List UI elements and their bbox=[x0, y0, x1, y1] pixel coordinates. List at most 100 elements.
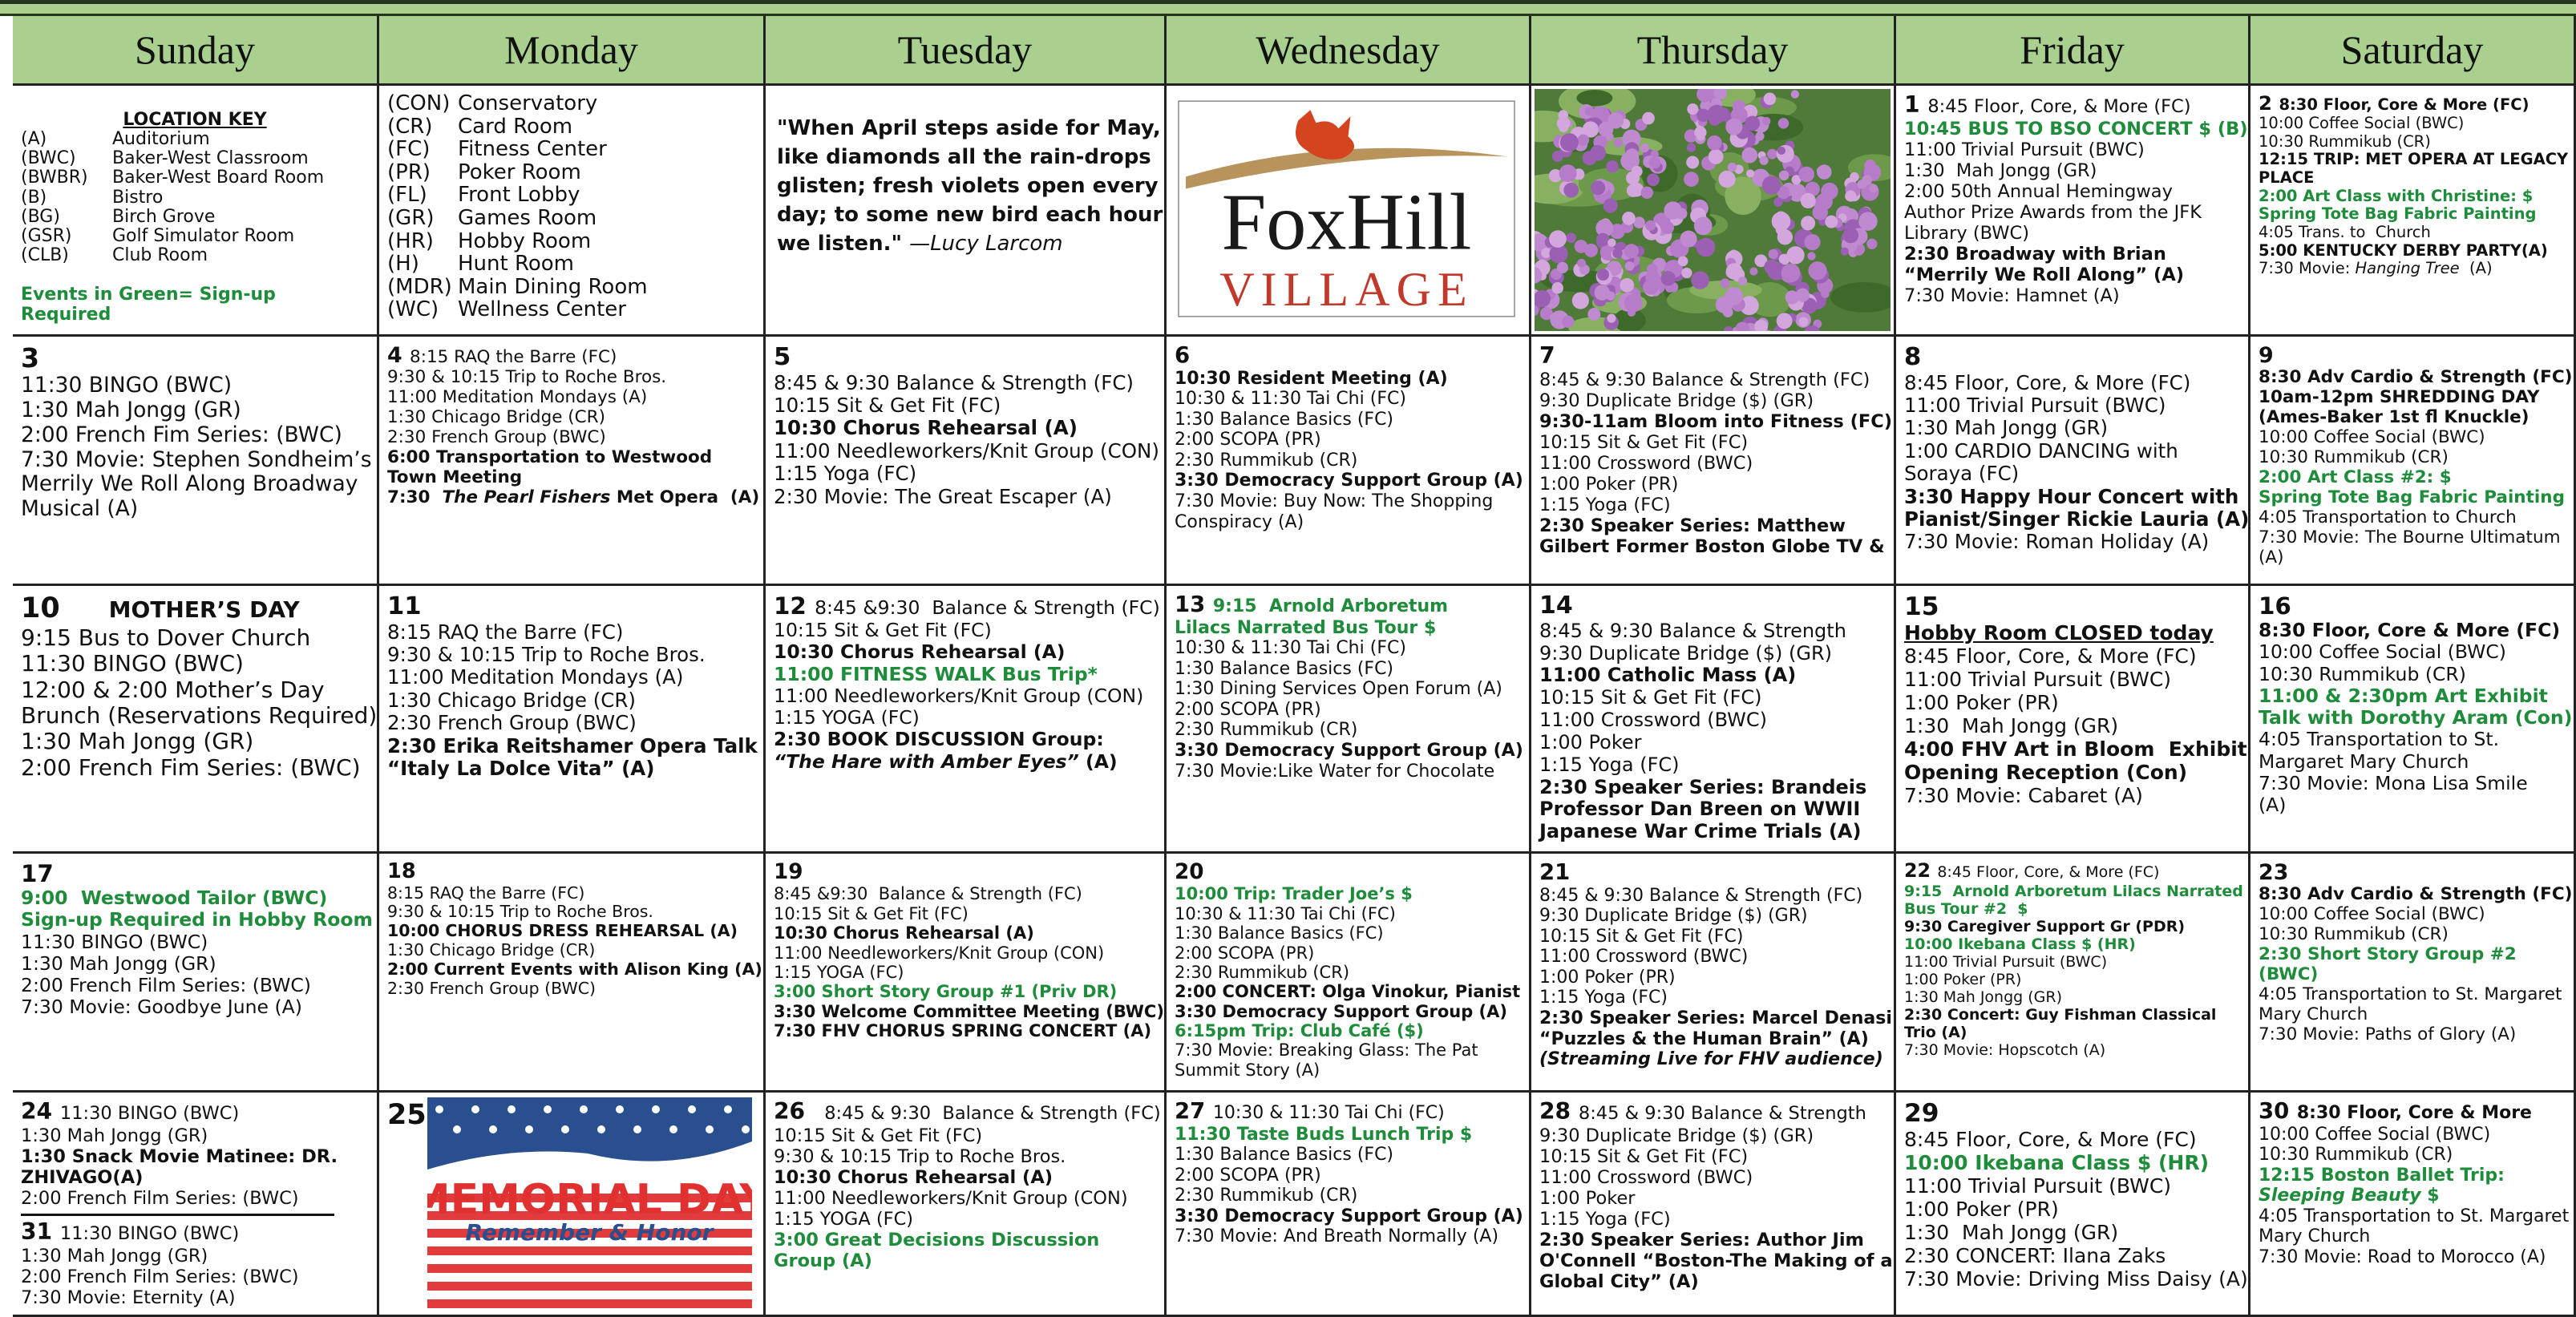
event-text: Summit Story (A) bbox=[1175, 1060, 1320, 1080]
date-number: 15 bbox=[1904, 592, 1939, 621]
event-text: 8:45 & 9:30 Balance & Strength (FC) bbox=[812, 1103, 1161, 1124]
event-line: 9:30 Duplicate Bridge ($) (GR) bbox=[1539, 390, 1886, 411]
event-line: 4:05 Transportation to Church bbox=[2259, 507, 2566, 528]
event-line: 10:30 Chorus Rehearsal (A) bbox=[774, 1167, 1156, 1188]
event-text: 2:30 Erika Reitshamer Opera Talk bbox=[387, 733, 758, 757]
event-text: 1:00 Poker (PR) bbox=[1539, 474, 1679, 495]
event-text: 8:15 RAQ the Barre (FC) bbox=[410, 347, 617, 367]
blossom bbox=[1612, 248, 1623, 259]
event-text: Margaret Mary Church bbox=[2259, 749, 2469, 773]
logo-swoosh bbox=[1186, 147, 1507, 189]
event-line: 1:30 Snack Movie Matinee: DR. bbox=[21, 1146, 369, 1167]
date-number: 23 bbox=[2259, 860, 2289, 885]
event-line: 1:15 YOGA (FC) bbox=[774, 706, 1156, 729]
event-text: Group (A) bbox=[774, 1250, 872, 1272]
event-text: 8:45 & 9:30 Balance & Strength bbox=[1539, 619, 1846, 642]
star bbox=[471, 1105, 479, 1113]
event-line: 8:45 Floor, Core, & More (FC) bbox=[1904, 1128, 2240, 1151]
blossom bbox=[1790, 90, 1799, 99]
event-text: “Merrily We Roll Along” (A) bbox=[1904, 265, 2185, 286]
event-line: Library (BWC) bbox=[1904, 223, 2240, 244]
day-cell: 6 10:30 Resident Meeting (A) 10:30 & 11:30… bbox=[1167, 337, 1531, 586]
event-text: 3:30 Democracy Support Group (A) bbox=[1175, 1206, 1523, 1226]
event-line: 11:30 BINGO (BWC) bbox=[21, 650, 369, 677]
event-line: 10:15 Sit & Get Fit (FC) bbox=[774, 1125, 1156, 1146]
event-line: 7:30 Movie: Stephen Sondheim’s bbox=[21, 447, 372, 473]
event-text: 11:00 Needleworkers/Knit Group (CON) bbox=[774, 438, 1159, 463]
event-line: 1:30 Mah Jongg (GR) bbox=[1904, 160, 2240, 181]
blossom bbox=[1591, 180, 1606, 196]
blossom bbox=[1693, 216, 1713, 236]
event-text: glisten; fresh violets open every bbox=[777, 173, 1159, 198]
event-line: 1:15 Yoga (FC) bbox=[1539, 1209, 1886, 1230]
event-line: 1:30 Mah Jongg (GR) bbox=[21, 729, 369, 754]
key-code: (CLB) bbox=[21, 245, 69, 266]
date-number: 1 bbox=[1904, 91, 1928, 118]
key-code: (B) bbox=[21, 187, 47, 208]
event-text: 2:30 French Group (BWC) bbox=[387, 978, 596, 998]
blossom bbox=[1648, 156, 1661, 169]
event-text: The Pearl Fishers bbox=[442, 487, 611, 507]
event-text: 7:30 Movie: Eternity (A) bbox=[21, 1287, 236, 1308]
day-header: Tuesday bbox=[766, 16, 1167, 86]
blossom bbox=[1725, 118, 1743, 135]
event-line: 2:00 French Fim Series: (BWC) bbox=[21, 754, 369, 781]
date-number: 3 bbox=[21, 342, 40, 374]
event-line: Group (A) bbox=[774, 1250, 1156, 1271]
event-line: 22 8:45 Floor, Core, & More (FC) bbox=[1904, 859, 2240, 883]
event-line: O'Connell “Boston-The Making of a bbox=[1539, 1250, 1893, 1271]
day-cell: 27 10:30 & 11:30 Tai Chi (FC) 11:30 Taste… bbox=[1167, 1093, 1531, 1317]
blossom bbox=[1624, 293, 1643, 313]
event-text: Global City” (A) bbox=[1539, 1271, 1699, 1293]
key-name: Hunt Room bbox=[458, 252, 575, 277]
event-text: 11:30 BINGO (BWC) bbox=[59, 1103, 240, 1124]
leaf bbox=[1613, 308, 1646, 333]
event-text: 2:00 CONCERT: Olga Vinokur, Pianist bbox=[1175, 982, 1521, 1002]
blossom bbox=[1840, 247, 1849, 256]
blossom bbox=[1801, 216, 1816, 231]
star bbox=[489, 1125, 497, 1133]
blossom bbox=[1628, 308, 1636, 317]
event-line: 5 bbox=[774, 343, 1156, 372]
event-line: 11:00 Needleworkers/Knit Group (CON) bbox=[774, 685, 1156, 707]
event-text: 3:30 Welcome Committee Meeting (BWC) bbox=[774, 1001, 1164, 1021]
event-text: 2:30 BOOK DISCUSSION Group: bbox=[774, 728, 1104, 751]
event-text: 8:45 Floor, Core, & More (FC) bbox=[1927, 96, 2191, 117]
date-number: 9 bbox=[2259, 343, 2274, 368]
event-text: 11:30 BINGO (BWC) bbox=[21, 650, 244, 677]
event-text: Town Meeting bbox=[387, 467, 523, 487]
event-text: 7:30 Movie: Goodbye June (A) bbox=[21, 996, 302, 1019]
event-text: 8:45 Floor, Core, & More (FC) bbox=[1904, 644, 2197, 669]
event-line: 11:00 & 2:30pm Art Exhibit bbox=[2259, 685, 2566, 707]
event-line: 2:00 French Film Series: (BWC) bbox=[21, 1188, 369, 1209]
event-line: 10:00 CHORUS DRESS REHEARSAL (A) bbox=[387, 921, 755, 941]
event-line: 1:30 Mah Jongg (GR) bbox=[1904, 417, 2240, 439]
event-line: 23 bbox=[2259, 860, 2566, 885]
blossom bbox=[1807, 252, 1816, 261]
event-text: 8:45 & 9:30 Balance & Strength (FC) bbox=[774, 370, 1134, 394]
event-text: 10:15 Sit & Get Fit (FC) bbox=[1539, 1145, 1749, 1167]
event-line: Talk with Dorothy Aram (Con) bbox=[2259, 706, 2572, 729]
event-line: 2:00 French Fim Series: (BWC) bbox=[21, 422, 369, 448]
event-text: 7:30 Movie: The Bourne Ultimatum bbox=[2259, 527, 2561, 547]
event-line: 12 8:45 &9:30 Balance & Strength (FC) bbox=[774, 592, 1160, 620]
event-line: 15 bbox=[1904, 592, 2240, 621]
event-text: (A) bbox=[2459, 259, 2493, 278]
blossom bbox=[1582, 121, 1599, 138]
blossom bbox=[1696, 108, 1710, 123]
blossom bbox=[1622, 212, 1636, 225]
event-line: (A) bbox=[2259, 547, 2566, 568]
key-code: (MDR) bbox=[387, 274, 452, 299]
event-text: Met Opera (A) bbox=[610, 487, 760, 507]
day-cell: 28 8:45 & 9:30 Balance & Strength 9:30 Du… bbox=[1531, 1093, 1896, 1317]
blossom bbox=[1696, 132, 1705, 141]
event-text: 10:00 Trip: Trader Joe’s $ bbox=[1175, 884, 1413, 904]
day-cell: (CON) Conservatory (CR) Card Room (FC) Fitnes… bbox=[379, 86, 766, 337]
event-text: “Puzzles & the Human Brain” (A) bbox=[1539, 1028, 1869, 1049]
event-text: 9:00 Westwood Tailor (BWC) bbox=[21, 887, 328, 910]
event-line: 1:30 Mah Jongg (GR) bbox=[21, 1246, 369, 1267]
day-cell: 1 8:45 Floor, Core, & More (FC) 10:45 BUS… bbox=[1896, 86, 2250, 337]
event-line: 10:30 Resident Meeting (A) bbox=[1175, 369, 1521, 390]
date-number: 22 bbox=[1904, 859, 1938, 882]
event-line: 10:00 Coffee Social (BWC) bbox=[2259, 1125, 2566, 1145]
